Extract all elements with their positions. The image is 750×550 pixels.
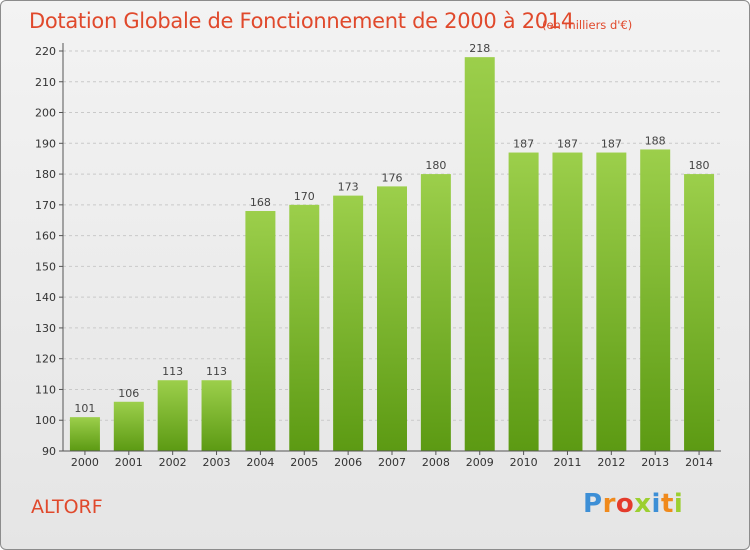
- logo-letter: t: [660, 489, 674, 519]
- y-tick-labels: 90 100 110 120 130 140 150 160 170 180 190 200 210 22…: [35, 45, 56, 458]
- x-tick-label-2012: 2012: [597, 456, 625, 469]
- y-tick-label-100: 100: [35, 414, 56, 427]
- x-tick-label-2010: 2010: [510, 456, 538, 469]
- y-tick-label-200: 200: [35, 107, 56, 120]
- y-tick-label-160: 160: [35, 230, 56, 243]
- bar-2006: [333, 195, 364, 451]
- bar-2007: [377, 186, 407, 451]
- x-tick-label-2003: 2003: [203, 456, 231, 469]
- y-tick-label-180: 180: [35, 168, 56, 181]
- chart-title: Dotation Globale de Fonctionnement de 20…: [29, 9, 574, 33]
- proxiti-logo: Proxiti: [583, 489, 683, 519]
- bar-2009: [464, 57, 495, 452]
- place-name: ALTORF: [31, 496, 103, 518]
- bar-2002: [157, 380, 188, 451]
- value-label-2000: 101: [74, 402, 95, 415]
- bar-2008: [420, 174, 451, 452]
- bar-2014: [684, 174, 715, 452]
- logo-letter: i: [651, 489, 661, 519]
- bar-2005: [289, 204, 320, 451]
- value-label-2005: 170: [294, 190, 315, 203]
- bar-2001: [113, 401, 144, 451]
- logo-letter: o: [615, 489, 635, 519]
- bar-2003: [201, 380, 232, 451]
- bar-2010: [508, 152, 539, 452]
- logo-letter: i: [673, 489, 684, 519]
- chart-subtitle: (en milliers d'€): [542, 18, 633, 32]
- value-label-2002: 113: [162, 365, 183, 378]
- y-tick-label-130: 130: [35, 322, 56, 335]
- logo-letter: r: [602, 489, 616, 519]
- x-tick-label-2014: 2014: [685, 456, 713, 469]
- bar-2011: [552, 152, 583, 452]
- y-tick-label-150: 150: [35, 260, 56, 273]
- value-label-2003: 113: [206, 365, 227, 378]
- value-label-2011: 187: [557, 138, 578, 151]
- x-tick-label-2000: 2000: [71, 456, 99, 469]
- value-label-2007: 176: [382, 171, 403, 184]
- value-label-2001: 106: [118, 387, 139, 400]
- bar-2004: [245, 211, 276, 451]
- bars: [69, 57, 715, 452]
- value-label-2010: 187: [513, 138, 534, 151]
- value-labels: 101 106 113 113 168 170 173 176 180 218 187 187 187 1…: [74, 42, 709, 415]
- x-tick-label-2006: 2006: [334, 456, 362, 469]
- x-tick-label-2002: 2002: [159, 456, 187, 469]
- x-tick-label-2007: 2007: [378, 456, 406, 469]
- x-tick-label-2008: 2008: [422, 456, 450, 469]
- y-tick-label-190: 190: [35, 137, 56, 150]
- axes: [62, 43, 721, 455]
- x-tick-labels: 2000 2001 2002 2003 2004 2005 2006 2007 2008 2009…: [71, 456, 713, 469]
- y-tick-label-140: 140: [35, 291, 56, 304]
- logo-letter: x: [634, 489, 652, 519]
- y-tick-label-120: 120: [35, 353, 56, 366]
- bar-2000: [69, 417, 100, 451]
- value-label-2004: 168: [250, 196, 271, 209]
- y-tick-label-220: 220: [35, 45, 56, 58]
- y-tick-label-110: 110: [35, 383, 56, 396]
- bar-2012: [596, 152, 627, 452]
- x-tick-label-2013: 2013: [641, 456, 669, 469]
- value-label-2013: 188: [645, 134, 666, 147]
- value-label-2009: 218: [469, 42, 490, 55]
- value-label-2008: 180: [425, 159, 446, 172]
- x-tick-label-2001: 2001: [115, 456, 143, 469]
- x-tick-label-2009: 2009: [466, 456, 494, 469]
- y-tick-label-90: 90: [42, 445, 56, 458]
- x-tick-label-2004: 2004: [246, 456, 274, 469]
- value-label-2014: 180: [689, 159, 710, 172]
- y-tick-label-170: 170: [35, 199, 56, 212]
- x-tick-label-2011: 2011: [553, 456, 581, 469]
- value-label-2012: 187: [601, 138, 622, 151]
- logo-letter: P: [583, 489, 603, 519]
- value-label-2006: 173: [338, 181, 359, 194]
- y-tick-label-210: 210: [35, 76, 56, 89]
- bar-2013: [640, 149, 671, 451]
- x-tick-label-2005: 2005: [290, 456, 318, 469]
